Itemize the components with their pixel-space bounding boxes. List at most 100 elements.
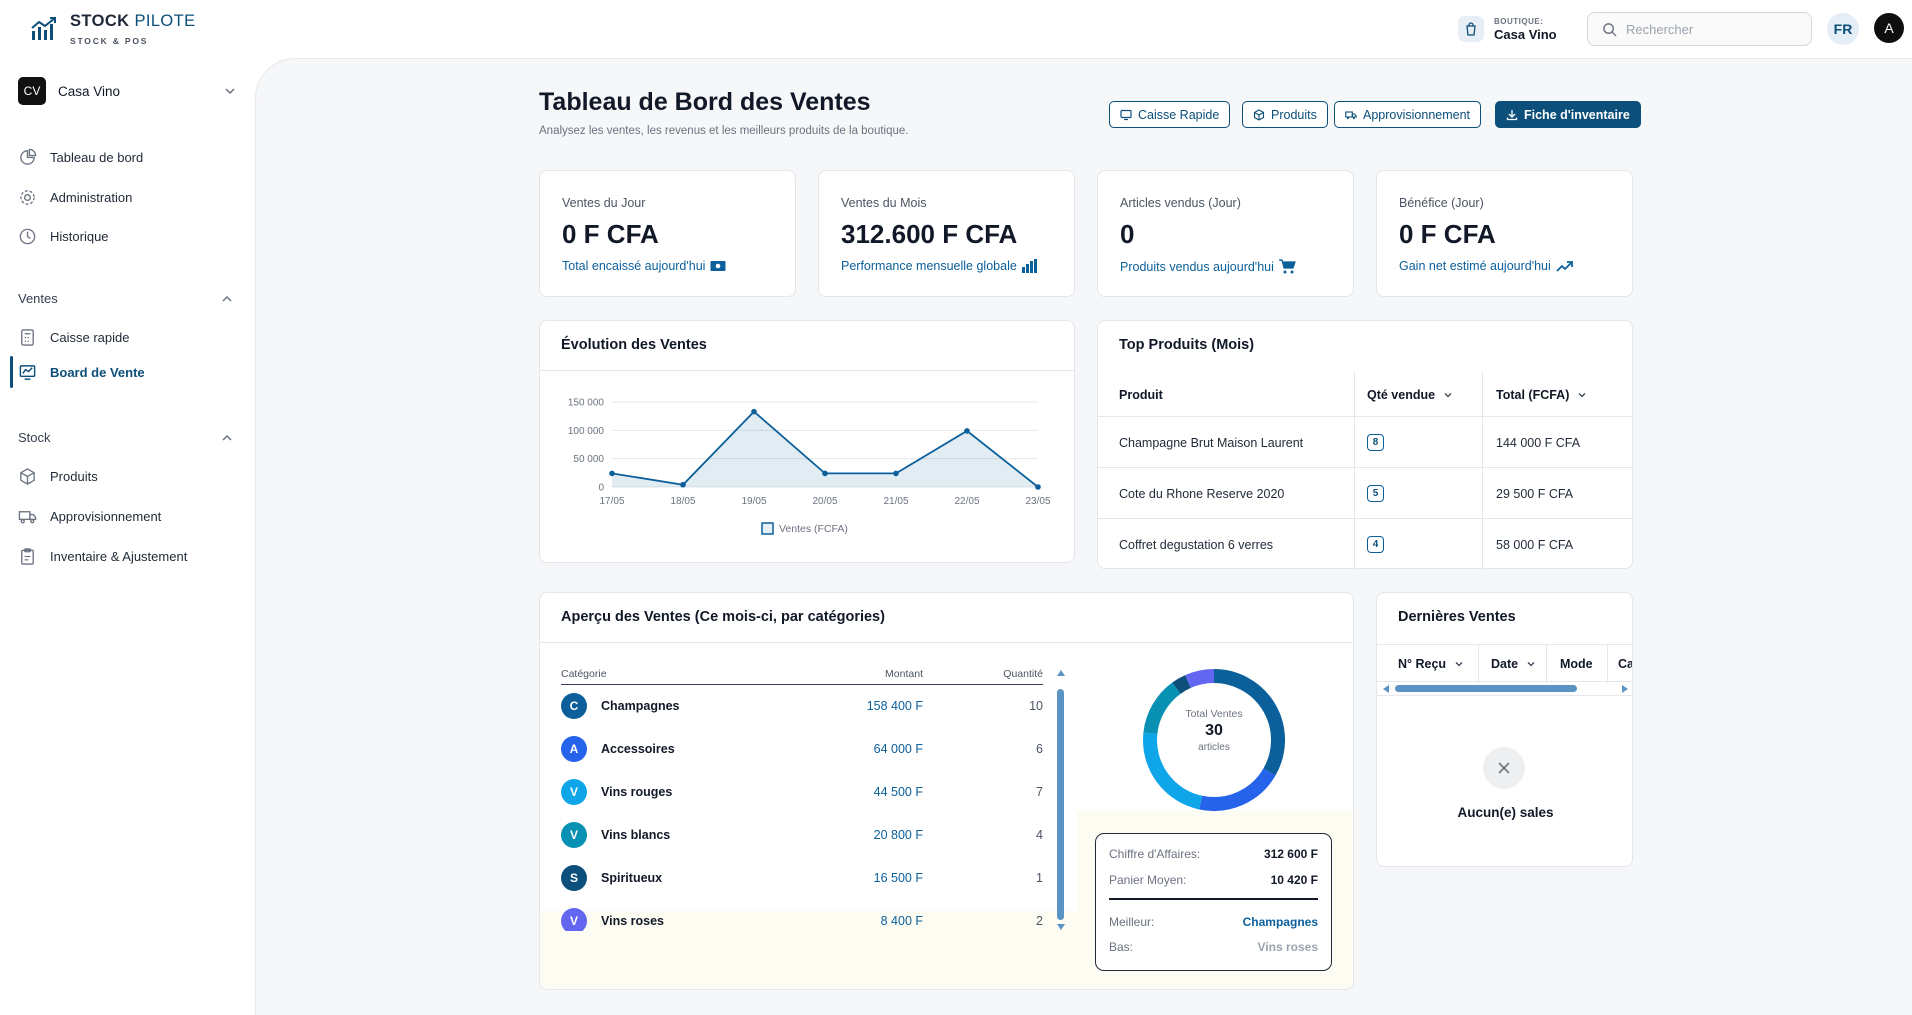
cell-total: 58 000 F CFA xyxy=(1496,537,1574,552)
scrollbar-thumb[interactable] xyxy=(1395,685,1577,692)
list-item[interactable]: V Vins rouges 44 500 F 7 xyxy=(561,775,1043,809)
section-stock-toggle[interactable]: Stock xyxy=(18,430,233,445)
horizontal-scrollbar[interactable] xyxy=(1377,682,1632,696)
sidebar-item-administration[interactable]: Administration xyxy=(18,182,243,212)
category-donut-chart xyxy=(1143,669,1285,811)
section-ventes-toggle[interactable]: Ventes xyxy=(18,291,233,306)
category-qty: 2 xyxy=(1036,914,1043,928)
apercu-card: Aperçu des Ventes (Ce mois-ci, par catég… xyxy=(539,592,1354,990)
kpi-label: Ventes du Mois xyxy=(841,196,927,210)
kpi-footnote: Total encaissé aujourd'hui xyxy=(562,259,726,273)
category-amount: 158 400 F xyxy=(866,699,923,713)
chevron-up-icon xyxy=(222,434,232,441)
header-mode[interactable]: Mode xyxy=(1560,657,1593,671)
data-point xyxy=(1035,484,1041,490)
y-tick-label: 0 xyxy=(598,483,604,494)
kpi-footnote: Performance mensuelle globale xyxy=(841,259,1037,273)
sales-line-chart: 150 000 100 000 50 000 0 17/05 18/05 19/05 20/0… xyxy=(568,398,1051,536)
shop-selector[interactable]: CV Casa Vino xyxy=(18,76,236,106)
list-item[interactable]: A Accessoires 64 000 F 6 xyxy=(561,732,1043,766)
user-avatar[interactable]: A xyxy=(1874,13,1904,43)
sidebar-item-historique[interactable]: Historique xyxy=(18,221,243,251)
donut-slice[interactable] xyxy=(1185,669,1215,689)
kpi-card-benefice: Bénéfice (Jour) 0 F CFA Gain net estimé … xyxy=(1376,170,1633,297)
header-produit[interactable]: Produit xyxy=(1119,387,1163,402)
sidebar-item-board-de-vente[interactable]: Board de Vente xyxy=(18,357,243,387)
apercu-list[interactable]: C Champagnes 158 400 F 10 A Accessoires … xyxy=(561,689,1043,931)
close-icon xyxy=(1498,762,1510,774)
summary-value: Champagnes xyxy=(1242,915,1318,929)
header-ca[interactable]: Ca xyxy=(1618,657,1633,671)
sidebar-item-approvisionnement[interactable]: Approvisionnement xyxy=(18,501,243,531)
summary-label: Meilleur: xyxy=(1109,915,1155,929)
cart-icon xyxy=(1278,259,1296,274)
scroll-up-arrow[interactable] xyxy=(1056,669,1066,677)
header-recu[interactable]: N° Reçu xyxy=(1398,645,1464,683)
chevron-down-icon xyxy=(225,88,235,95)
header-qty[interactable]: Qté vendue xyxy=(1367,372,1453,417)
header-total[interactable]: Total (FCFA) xyxy=(1496,372,1587,417)
logo[interactable]: STOCK PILOTE STOCK & POS xyxy=(30,12,196,46)
category-qty: 7 xyxy=(1036,785,1043,799)
language-button[interactable]: FR xyxy=(1827,13,1859,45)
header-date[interactable]: Date xyxy=(1491,645,1536,683)
list-item[interactable]: V Vins blancs 20 800 F 4 xyxy=(561,818,1043,852)
caisse-rapide-button[interactable]: Caisse Rapide xyxy=(1109,101,1231,128)
clock-icon xyxy=(19,228,36,244)
cell-total: 29 500 F CFA xyxy=(1496,486,1574,501)
sidebar-item-inventaire[interactable]: Inventaire & Ajustement xyxy=(18,541,243,571)
donut-slice[interactable] xyxy=(1199,768,1276,811)
x-tick-label: 18/05 xyxy=(670,496,695,507)
shop-value: Casa Vino xyxy=(1494,26,1557,42)
sidebar-item-produits[interactable]: Produits xyxy=(18,461,243,491)
summary-label: Bas: xyxy=(1109,940,1134,954)
scrollbar-thumb[interactable] xyxy=(1057,689,1064,920)
donut-slice[interactable] xyxy=(1172,675,1191,694)
x-tick-label: 23/05 xyxy=(1025,496,1050,507)
fiche-inventaire-button[interactable]: Fiche d'inventaire xyxy=(1495,101,1641,128)
evolution-card: Évolution des Ventes 150 000 100 000 50 00… xyxy=(539,320,1075,563)
sidebar-item-caisse-rapide[interactable]: Caisse rapide xyxy=(18,322,243,352)
card-title: Aperçu des Ventes (Ce mois-ci, par catég… xyxy=(561,609,885,625)
scroll-right-arrow[interactable] xyxy=(1621,685,1629,693)
search-box[interactable] xyxy=(1587,12,1812,46)
x-tick-label: 21/05 xyxy=(883,496,908,507)
box-icon xyxy=(1253,108,1265,121)
donut-slice[interactable] xyxy=(1143,682,1181,735)
chevron-up-icon xyxy=(222,295,232,302)
category-qty: 10 xyxy=(1029,699,1043,713)
kpi-footnote: Gain net estimé aujourd'hui xyxy=(1399,259,1573,273)
category-avatar: S xyxy=(561,865,587,891)
list-item[interactable]: S Spiritueux 16 500 F 1 xyxy=(561,861,1043,895)
table-row[interactable]: Cote du Rhone Reserve 2020 5 29 500 F CF… xyxy=(1098,468,1632,519)
category-avatar: A xyxy=(561,736,587,762)
table-header: N° Reçu Date Mode Ca xyxy=(1377,644,1633,683)
current-shop[interactable]: BOUTIQUE: Casa Vino xyxy=(1458,16,1557,42)
approvisionnement-button[interactable]: Approvisionnement xyxy=(1334,101,1482,128)
search-input[interactable] xyxy=(1626,21,1796,37)
calculator-icon xyxy=(21,328,34,346)
table-row[interactable]: Coffret degustation 6 verres 4 58 000 F … xyxy=(1098,519,1632,570)
card-title: Dernières Ventes xyxy=(1398,609,1516,625)
chevron-down-icon xyxy=(1444,392,1452,397)
sidebar-item-tableau-de-bord[interactable]: Tableau de bord xyxy=(18,142,243,172)
data-point xyxy=(822,470,828,477)
empty-state-text: Aucun(e) sales xyxy=(1457,805,1554,820)
shop-label: BOUTIQUE: xyxy=(1494,16,1544,26)
donut-slice[interactable] xyxy=(1143,732,1203,810)
category-qty: 6 xyxy=(1036,742,1043,756)
list-item[interactable]: C Champagnes 158 400 F 10 xyxy=(561,689,1043,723)
category-avatar: C xyxy=(561,693,587,719)
chart-board-icon xyxy=(19,364,36,380)
table-row[interactable]: Champagne Brut Maison Laurent 8 144 000 … xyxy=(1098,417,1632,468)
sidebar: CV Casa Vino Tableau de bord Administrat… xyxy=(0,58,255,1015)
produits-button[interactable]: Produits xyxy=(1242,101,1328,128)
list-item[interactable]: V Vins roses 8 400 F 2 xyxy=(561,904,1043,931)
scroll-down-arrow[interactable] xyxy=(1056,923,1066,931)
card-title: Évolution des Ventes xyxy=(561,337,707,353)
scroll-left-arrow[interactable] xyxy=(1382,685,1390,693)
y-tick-label: 100 000 xyxy=(568,426,605,437)
download-icon xyxy=(1506,109,1518,120)
donut-slice[interactable] xyxy=(1213,669,1285,776)
shop-initials: CV xyxy=(18,77,46,105)
